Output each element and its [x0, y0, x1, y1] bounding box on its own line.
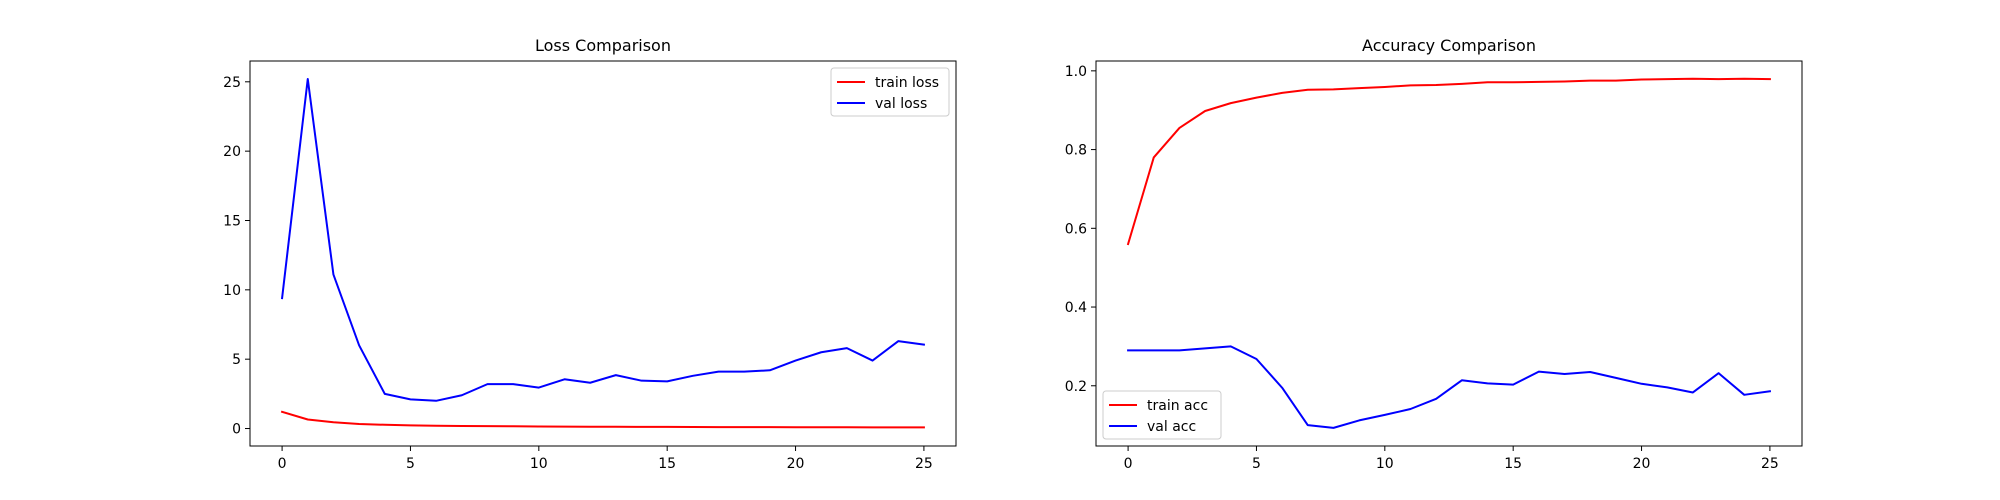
legend-label-train-acc: train acc	[1147, 398, 1208, 414]
y-tick-label: 0.4	[1065, 300, 1087, 316]
x-tick-label: 0	[1124, 456, 1133, 472]
x-tick-label: 10	[1376, 456, 1394, 472]
chart-title: Loss Comparison	[535, 36, 671, 55]
series-line-val-loss	[280, 78, 926, 402]
y-tick-label: 15	[223, 213, 241, 229]
axes-frame	[249, 60, 957, 447]
series-line-val-acc	[1127, 345, 1772, 429]
x-tick-label: 25	[1761, 456, 1779, 472]
x-tick-label: 20	[1633, 456, 1651, 472]
legend-label-val-acc: val acc	[1147, 419, 1196, 435]
x-tick-label: 10	[530, 456, 548, 472]
y-tick-label: 0.2	[1065, 379, 1087, 395]
series-line-train-acc	[1126, 77, 1771, 246]
y-tick-label: 0.6	[1065, 221, 1087, 237]
x-tick-label: 15	[658, 456, 676, 472]
loss-comparison-chart: Loss Comparison 0 5 10 15 20 25 0 5 10 15 20 25 train…	[223, 36, 957, 472]
y-tick-label: 20	[223, 144, 241, 160]
x-tick-label: 5	[1252, 456, 1261, 472]
x-tick-label: 0	[278, 456, 287, 472]
accuracy-comparison-chart: Accuracy Comparison 0 5 10 15 20 25 0.2 0.4 0.6 0.…	[1065, 36, 1803, 472]
x-tick-label: 20	[787, 456, 805, 472]
x-tick-label: 15	[1504, 456, 1522, 472]
y-tick-label: 10	[223, 283, 241, 299]
y-tick-label: 0	[232, 422, 241, 438]
x-tick-label: 5	[406, 456, 415, 472]
chart-title: Accuracy Comparison	[1362, 36, 1536, 55]
y-tick-label: 5	[232, 352, 241, 368]
legend: train acc val acc	[1102, 390, 1222, 440]
x-tick-label: 25	[915, 456, 933, 472]
legend: train loss val loss	[830, 67, 950, 117]
y-tick-label: 0.8	[1065, 143, 1087, 159]
y-tick-label: 25	[223, 75, 241, 91]
series-line-train-loss	[280, 410, 925, 429]
axes-frame	[1095, 60, 1803, 447]
y-tick-label: 1.0	[1065, 64, 1087, 80]
legend-label-val-loss: val loss	[875, 96, 927, 112]
legend-label-train-loss: train loss	[875, 75, 939, 91]
